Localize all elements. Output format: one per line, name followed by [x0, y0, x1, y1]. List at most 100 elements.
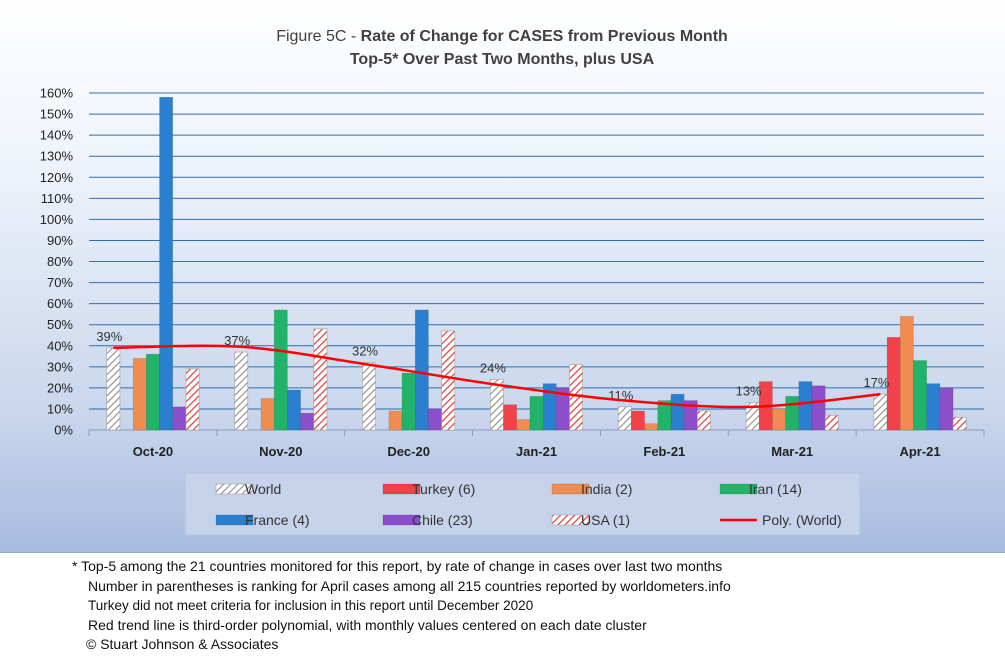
x-axis-categories: Oct-20 Nov-20 Dec-20 Jan-21 Feb-21 Mar-21 Apr-… [133, 444, 941, 459]
y-tick-label: 30% [47, 359, 73, 374]
bar-world [106, 347, 121, 431]
legend-swatch [551, 514, 590, 526]
y-tick-label: 140% [40, 128, 74, 143]
x-category-label: Apr-21 [899, 444, 940, 459]
legend-label: India (2) [581, 481, 632, 497]
bar-turkey [631, 410, 645, 431]
legend-item: USA (1) [551, 512, 630, 528]
footnote-4: Red trend line is third-order polynomial… [88, 616, 647, 633]
y-tick-label: 110% [41, 191, 74, 206]
bar-india [388, 410, 403, 431]
bar-world [234, 351, 249, 431]
bar-usa [952, 417, 967, 431]
legend-label: World [245, 481, 281, 497]
bar-iran [913, 360, 927, 431]
legend-item: Poly. (World) [720, 512, 842, 528]
y-tick-label: 100% [40, 212, 74, 227]
trendline-layer [113, 344, 881, 409]
legend-swatch [215, 483, 254, 495]
world-data-label: 37% [224, 333, 250, 348]
legend-label: Turkey (6) [412, 481, 475, 497]
bar-usa [185, 368, 200, 431]
bar-france [926, 383, 941, 431]
legend-item: Chile (23) [382, 512, 473, 528]
y-tick-label: 130% [40, 149, 74, 164]
legend-swatch [551, 483, 590, 495]
legend-label: France (4) [245, 512, 310, 528]
bar-india [899, 315, 914, 431]
bars [106, 96, 967, 431]
bar-chart: Figure 5C - Rate of Change for CASES fro… [40, 28, 985, 536]
chart-title: Figure 5C - Rate of Change for CASES fro… [276, 28, 728, 45]
x-category-label: Oct-20 [133, 444, 173, 459]
y-tick-label: 60% [47, 296, 73, 311]
chart-title-prefix: Figure 5C - [276, 28, 360, 45]
footnote-5: © Stuart Johnson & Associates [86, 636, 279, 653]
world-data-label: 32% [352, 344, 378, 359]
legend-label: Chile (23) [412, 512, 473, 528]
bar-usa [313, 328, 328, 431]
bar-usa [441, 330, 456, 431]
footnote-1: * Top-5 among the 21 countries monitored… [72, 558, 723, 574]
bar-world [362, 362, 376, 431]
legend-item: France (4) [215, 512, 310, 528]
bar-india [644, 423, 659, 431]
y-tick-label: 70% [47, 275, 73, 290]
legend-item: Turkey (6) [382, 481, 475, 497]
legend-swatch [382, 483, 421, 495]
footnote-3: Turkey did not meet criteria for inclusi… [88, 598, 534, 614]
bar-chile [428, 408, 442, 431]
legend-label: Poly. (World) [762, 512, 842, 528]
legend-swatch [382, 514, 421, 526]
trendline [113, 344, 881, 409]
legend-label: USA (1) [581, 512, 630, 528]
bar-usa [697, 410, 711, 431]
bar-france [670, 393, 685, 431]
y-tick-label: 90% [47, 233, 73, 248]
x-category-label: Jan-21 [516, 444, 557, 459]
y-tick-label: 40% [47, 338, 73, 353]
legend-box [184, 472, 861, 536]
legend-swatch [215, 514, 254, 526]
bar-turkey [503, 404, 517, 431]
world-data-label: 17% [863, 375, 889, 390]
world-data-label: 13% [736, 384, 762, 399]
y-axis-ticks: 0% 10% 20% 30% 40% 50% 60% 70% 80% 90% 100% 110% 120… [40, 86, 74, 438]
y-tick-label: 50% [47, 317, 73, 332]
world-data-label: 24% [480, 360, 506, 375]
bar-iran [401, 372, 416, 431]
bar-chile [939, 387, 954, 431]
bar-france [798, 381, 813, 431]
bar-chile [300, 412, 315, 431]
bar-usa [569, 364, 583, 431]
bar-india [132, 358, 147, 431]
bar-france [414, 309, 429, 431]
bar-world [617, 406, 632, 431]
chart-title-bold: Rate of Change for CASES from Previous M… [361, 28, 728, 45]
bar-india [260, 398, 275, 431]
bar-iran [785, 395, 800, 431]
legend-swatch [719, 483, 758, 495]
world-data-label: 39% [96, 329, 122, 344]
y-tick-label: 120% [40, 170, 74, 185]
x-category-label: Dec-20 [387, 444, 430, 459]
x-category-label: Mar-21 [771, 444, 813, 459]
y-tick-label: 150% [40, 107, 74, 122]
y-tick-label: 0% [54, 423, 73, 438]
bar-iran [146, 353, 160, 431]
y-tick-label: 20% [47, 380, 73, 395]
chart-area: Figure 5C - Rate of Change for CASES fro… [0, 0, 1005, 553]
legend: World Turkey (6) India (2) Iran (14) France … [215, 481, 842, 528]
data-labels: 39% 37%32%24%11% 13%17% [96, 329, 890, 403]
bar-india [516, 419, 531, 431]
legend-label: Iran (14) [749, 481, 802, 497]
bar-world [873, 393, 888, 431]
bar-india [772, 408, 786, 431]
x-category-label: Feb-21 [643, 444, 685, 459]
footnotes: * Top-5 among the 21 countries monitored… [72, 557, 992, 655]
bar-world [489, 379, 504, 431]
gridlines [88, 92, 985, 436]
chart-subtitle: Top-5* Over Past Two Months, plus USA [350, 51, 655, 68]
bar-france [159, 96, 174, 431]
bar-iran [273, 309, 288, 431]
